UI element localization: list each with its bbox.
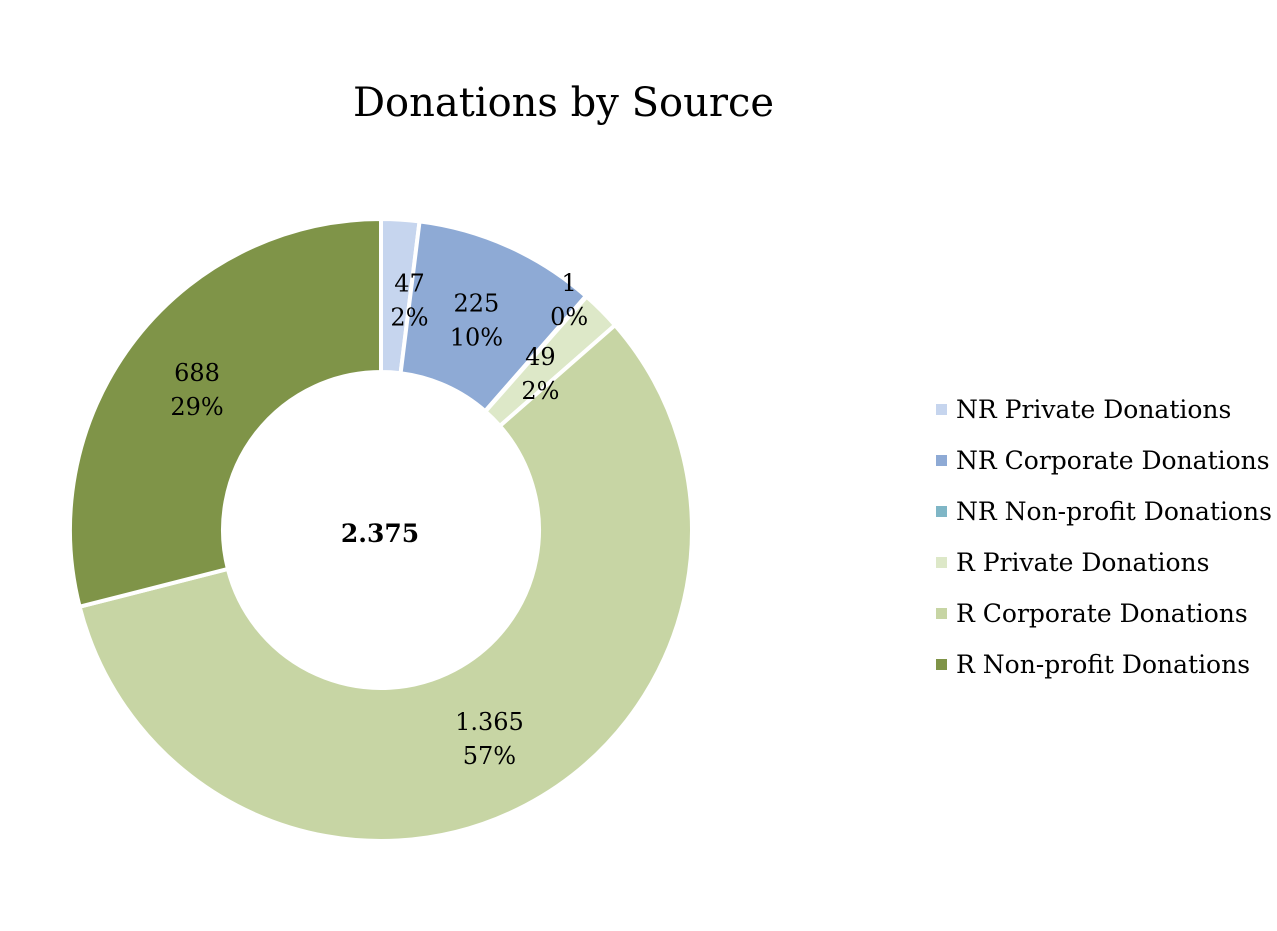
legend-item-1: NR Corporate Donations: [936, 435, 1272, 486]
slice-value-label-2: 1: [562, 269, 577, 297]
legend-item-2: NR Non-profit Donations: [936, 486, 1272, 537]
donut-slice-4: [77, 322, 694, 843]
slice-percent-label-3: 2%: [521, 377, 559, 405]
slice-value-label-1: 225: [454, 289, 500, 317]
legend-swatch-2: [936, 506, 947, 517]
chart-title: Donations by Source: [352, 80, 775, 126]
legend-swatch-5: [936, 659, 947, 670]
legend-item-4: R Corporate Donations: [936, 588, 1272, 639]
legend-swatch-1: [936, 455, 947, 466]
legend-item-5: R Non-profit Donations: [936, 639, 1272, 690]
legend-label-0: NR Private Donations: [956, 395, 1232, 424]
legend-swatch-0: [936, 404, 947, 415]
slice-percent-label-4: 57%: [463, 742, 516, 770]
legend-swatch-3: [936, 557, 947, 568]
slice-value-label-5: 688: [174, 359, 220, 387]
legend-swatch-4: [936, 608, 947, 619]
legend-label-5: R Non-profit Donations: [956, 650, 1251, 679]
center-total-label: 2.375: [341, 519, 419, 548]
slice-value-label-3: 49: [525, 343, 556, 371]
legend-label-3: R Private Donations: [956, 548, 1210, 577]
legend-label-2: NR Non-profit Donations: [956, 497, 1272, 526]
slice-percent-label-0: 2%: [390, 303, 428, 331]
donut-slices: [68, 216, 694, 843]
slice-percent-label-2: 0%: [550, 303, 588, 331]
legend-item-3: R Private Donations: [936, 537, 1272, 588]
legend-label-1: NR Corporate Donations: [956, 446, 1270, 475]
legend-item-0: NR Private Donations: [936, 384, 1272, 435]
donut-slice-5: [68, 216, 383, 610]
legend: NR Private Donations NR Corporate Donatio…: [936, 384, 1272, 690]
slice-value-label-0: 47: [394, 269, 425, 297]
slice-percent-label-5: 29%: [170, 393, 223, 421]
slice-value-label-4: 1.365: [455, 708, 524, 736]
slice-percent-label-1: 10%: [450, 323, 503, 351]
legend-label-4: R Corporate Donations: [956, 599, 1248, 628]
